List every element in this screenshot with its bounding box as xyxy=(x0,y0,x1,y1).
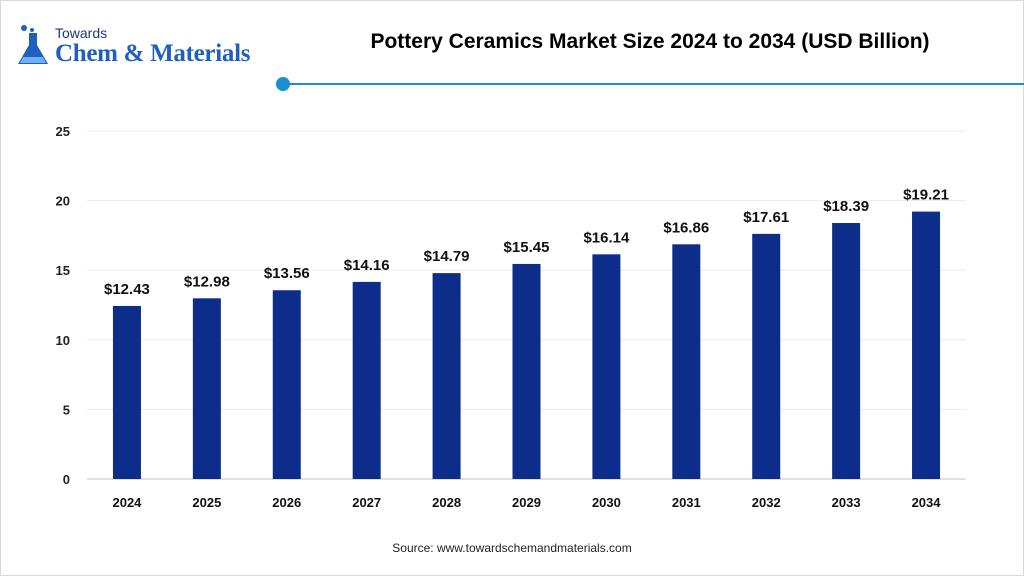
x-tick-label: 2027 xyxy=(352,495,381,510)
x-tick-label: 2024 xyxy=(112,495,142,510)
bar xyxy=(352,281,381,479)
y-tick-label: 5 xyxy=(63,402,70,417)
bar xyxy=(672,244,701,479)
data-label: $14.16 xyxy=(344,257,390,274)
data-label: $12.43 xyxy=(104,281,150,298)
bar xyxy=(512,263,541,479)
bar xyxy=(912,211,941,479)
data-label: $17.61 xyxy=(743,209,789,226)
x-tick-label: 2028 xyxy=(432,495,461,510)
data-label: $16.86 xyxy=(663,219,709,236)
data-label: $16.14 xyxy=(583,229,630,246)
title-underline-dot xyxy=(276,77,290,91)
bar xyxy=(832,223,861,479)
bar xyxy=(272,290,301,479)
x-tick-label: 2025 xyxy=(192,495,221,510)
x-tick-label: 2033 xyxy=(832,495,861,510)
chart-title: Pottery Ceramics Market Size 2024 to 203… xyxy=(370,30,930,53)
y-tick-label: 15 xyxy=(56,263,70,278)
y-tick-label: 25 xyxy=(56,124,70,139)
x-tick-label: 2030 xyxy=(592,495,621,510)
data-label: $15.45 xyxy=(504,239,550,256)
x-tick-label: 2026 xyxy=(272,495,301,510)
bar xyxy=(592,254,621,479)
data-label: $18.39 xyxy=(823,198,869,215)
x-tick-label: 2032 xyxy=(752,495,781,510)
y-tick-label: 20 xyxy=(56,194,70,209)
brand-line1: Towards xyxy=(55,25,108,41)
x-tick-label: 2031 xyxy=(672,495,701,510)
y-tick-label: 10 xyxy=(56,333,70,348)
x-tick-label: 2034 xyxy=(912,495,942,510)
y-tick-label: 0 xyxy=(63,472,70,487)
data-label: $14.79 xyxy=(424,248,470,265)
data-label: $13.56 xyxy=(264,265,310,282)
bar xyxy=(752,233,781,479)
x-tick-label: 2029 xyxy=(512,495,541,510)
source-note: Source: www.towardschemandmaterials.com xyxy=(392,541,632,555)
brand-line2: Chem & Materials xyxy=(55,40,251,67)
bar xyxy=(432,273,461,479)
brand-logo: Towards Chem & Materials xyxy=(14,22,274,72)
bar xyxy=(112,305,141,479)
bar xyxy=(192,298,221,479)
data-label: $19.21 xyxy=(903,187,949,204)
data-label: $12.98 xyxy=(184,273,230,290)
title-underline xyxy=(282,83,1024,85)
flask-icon xyxy=(18,25,48,64)
